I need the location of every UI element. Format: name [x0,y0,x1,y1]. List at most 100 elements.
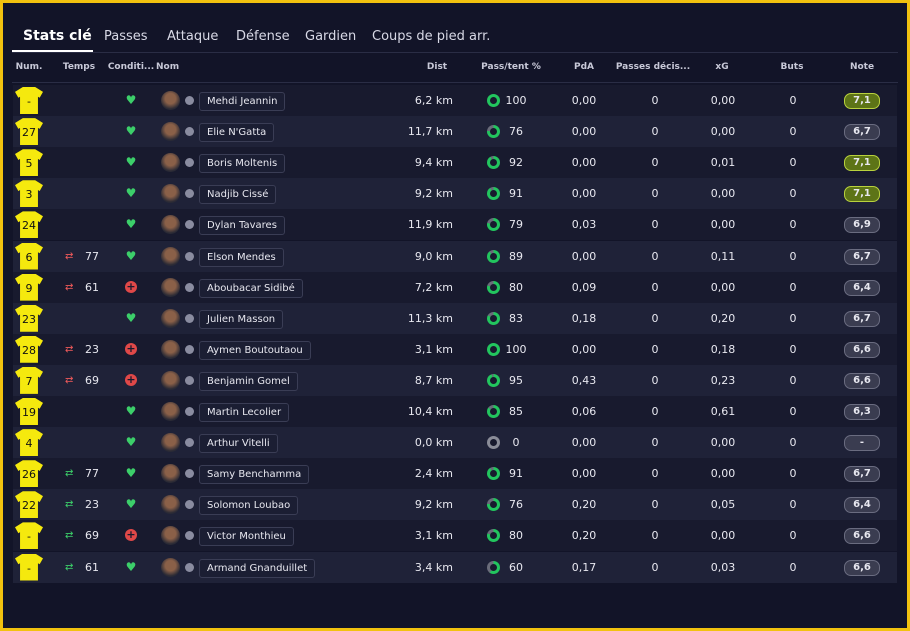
key-passes: 0 [651,373,659,387]
player-name[interactable]: Arthur Vitelli [199,434,278,454]
column-header[interactable]: xG [715,62,729,72]
pass-pct: 92 [509,156,523,170]
pass-pct: 79 [509,218,523,232]
key-passes: 0 [651,125,659,139]
pass-pct: 91 [509,187,523,201]
player-row[interactable]: - ⇄ 61 ♥ Armand Gnanduillet 3,4 km 60 0,17 0 0,03… [13,551,897,583]
player-name[interactable]: Aboubacar Sidibé [199,278,303,298]
pda: 0,18 [571,311,597,325]
player-name[interactable]: Julien Masson [199,309,284,329]
condition-icon: ♥ [125,93,137,107]
pass-ring [487,560,500,574]
tab[interactable]: Défense [236,29,290,44]
distance: 2,4 km [414,467,453,481]
pass-pct: 95 [509,373,523,387]
player-name[interactable]: Benjamin Gomel [199,371,298,391]
rating: 7,1 [844,155,880,172]
key-passes: 0 [651,436,659,450]
distance: 9,2 km [414,498,453,512]
player-row[interactable]: 3 ♥ Nadjib Cissé 9,2 km 91 0,00 0 0,00 0 7,1 [13,178,897,210]
player-row[interactable]: 6 ⇄ 77 ♥ Elson Mendes 9,0 km 89 0,00 0 0,11 0 6,7 [13,240,897,272]
player-name[interactable]: Nadjib Cissé [199,185,277,205]
rating: 7,1 [844,93,880,109]
shirt-number: 3 [15,180,43,208]
key-passes: 0 [651,94,659,107]
player-photo [161,277,180,297]
minutes: 61 [85,560,99,574]
player-row[interactable]: 5 ♥ Boris Moltenis 9,4 km 92 0,00 0 0,01 0 7,1 [13,147,897,179]
column-header[interactable]: Passes décis... [615,62,691,72]
xg: 0,00 [710,280,736,294]
player-name[interactable]: Martin Lecolier [199,403,290,422]
minutes: 61 [85,280,99,294]
player-row[interactable]: - ⇄ 69 + Victor Monthieu 3,1 km 80 0,20 0 0,00 0 6,… [13,520,897,552]
player-photo [161,526,180,546]
player-photo [161,402,180,421]
column-header[interactable]: PdA [573,62,594,72]
pass-pct: 0 [512,436,520,450]
goals: 0 [789,529,797,543]
column-header[interactable]: Pass/tent % [481,62,541,72]
player-photo [161,215,180,235]
column-header[interactable]: Buts [780,62,804,72]
pda: 0,03 [571,218,597,232]
player-row[interactable]: 24 ♥ Dylan Tavares 11,9 km 79 0,03 0 0,00 0 6,9 [13,209,897,241]
minutes: 23 [85,498,99,512]
shirt-number: 9 [15,273,43,301]
player-photo [161,153,180,173]
player-name[interactable]: Aymen Boutoutaou [199,340,311,360]
column-header[interactable]: Nom [156,62,180,72]
pda: 0,00 [571,187,597,201]
player-name[interactable]: Armand Gnanduillet [199,558,316,578]
xg: 0,20 [710,311,736,325]
column-header[interactable]: Dist [426,62,448,72]
pda: 0,20 [571,529,597,543]
player-row[interactable]: 4 ♥ Arthur Vitelli 0,0 km 0 0,00 0 0,00 0 - [13,427,897,459]
distance: 3,1 km [414,529,453,543]
goals: 0 [789,373,797,387]
column-header[interactable]: Conditi... [107,62,155,72]
pass-ring [487,373,500,387]
personality-icon [185,220,194,230]
player-name[interactable]: Victor Monthieu [199,527,294,547]
tab[interactable]: Coups de pied arr. [372,29,491,44]
shirt-number: 6 [15,242,43,270]
player-row[interactable]: 26 ⇄ 77 ♥ Samy Benchamma 2,4 km 91 0,00 0 0,00 0 6,… [13,458,897,490]
player-row[interactable]: 22 ⇄ 23 ♥ Solomon Loubao 9,2 km 76 0,20 0 0,05 0 6,… [13,489,897,521]
rating: 6,7 [844,466,880,483]
distance: 9,0 km [414,249,453,263]
player-name[interactable]: Elie N'Gatta [199,123,275,143]
shirt-number: 26 [15,460,43,488]
player-name[interactable]: Boris Moltenis [199,154,286,174]
player-name[interactable]: Samy Benchamma [199,465,310,485]
pass-pct: 60 [509,560,523,574]
column-header[interactable]: Note [849,62,875,72]
tab[interactable]: Stats clé [23,28,92,44]
player-name[interactable]: Dylan Tavares [199,216,285,236]
pass-pct: 91 [509,467,523,481]
player-row[interactable]: 23 ♥ Julien Masson 11,3 km 83 0,18 0 0,20 0 6,7 [13,302,897,334]
tab[interactable]: Passes [104,29,148,44]
column-header[interactable]: Num. [15,62,43,72]
key-passes: 0 [651,187,659,201]
pass-ring [487,436,500,450]
xg: 0,18 [710,342,736,356]
column-header[interactable]: Temps [62,62,96,72]
player-row[interactable]: 19 ♥ Martin Lecolier 10,4 km 85 0,06 0 0,61 0 6,3 [13,396,897,427]
player-row[interactable]: 7 ⇄ 69 + Benjamin Gomel 8,7 km 95 0,43 0 0,23 0 6,6 [13,364,897,396]
pda: 0,00 [571,156,597,170]
goals: 0 [789,125,797,139]
tab[interactable]: Attaque [167,29,219,44]
player-row[interactable]: 9 ⇄ 61 + Aboubacar Sidibé 7,2 km 80 0,09 0 0,00 0 6… [13,271,897,303]
tab[interactable]: Gardien [305,29,357,44]
player-row[interactable]: 28 ⇄ 23 + Aymen Boutoutaou 3,1 km 100 0,00 0 0,18… [13,333,897,365]
xg: 0,03 [710,560,736,574]
player-name[interactable]: Mehdi Jeannin [199,92,286,111]
pda: 0,09 [571,280,597,294]
pass-pct: 80 [509,280,523,294]
player-name[interactable]: Elson Mendes [199,247,284,267]
player-name[interactable]: Solomon Loubao [199,496,299,516]
player-row[interactable]: - ♥ Mehdi Jeannin 6,2 km 100 0,00 0 0,00 0 7,1 [13,85,897,116]
player-row[interactable]: 27 ♥ Elie N'Gatta 11,7 km 76 0,00 0 0,00 0 6,7 [13,116,897,148]
